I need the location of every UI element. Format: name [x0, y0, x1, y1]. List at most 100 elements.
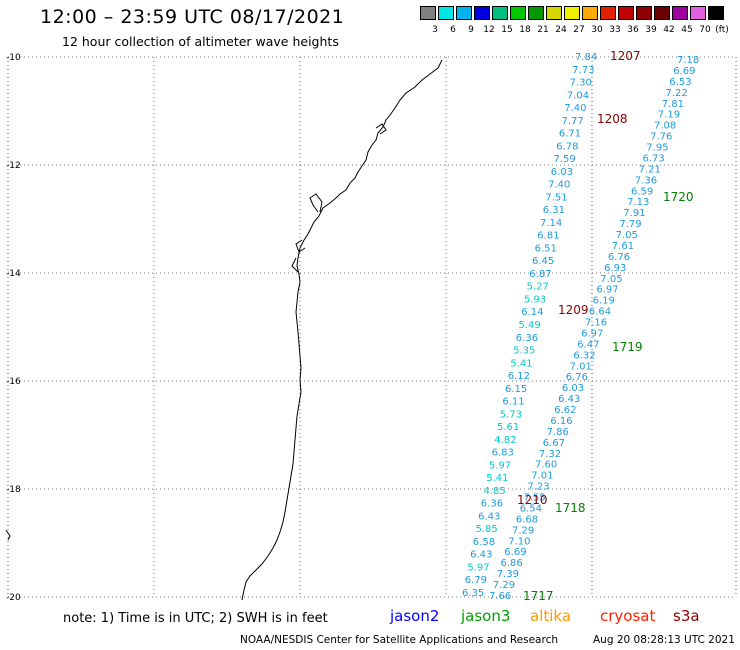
track-time-label: 1719	[612, 340, 643, 354]
wave-height-value: 7.01	[570, 361, 592, 372]
wave-height-value: 6.71	[559, 129, 581, 140]
wave-height-value: 6.93	[604, 263, 626, 274]
wave-height-value: 7.13	[627, 197, 649, 208]
wave-height-value: 7.79	[619, 219, 641, 230]
scale-swatch	[564, 6, 580, 20]
wave-height-value: 7.23	[527, 482, 549, 493]
wave-height-value: 7.73	[572, 65, 594, 76]
coastline	[241, 59, 443, 600]
wave-height-value: 5.35	[513, 346, 535, 357]
wave-height-value: 6.11	[502, 397, 524, 408]
lat-label: -16	[6, 377, 21, 387]
wave-height-value: 7.84	[575, 52, 597, 63]
wave-height-value: 5.97	[489, 460, 511, 471]
wave-height-value: 7.81	[662, 99, 684, 110]
scale-label: 6	[450, 25, 456, 35]
wave-height-value: 7.86	[547, 427, 569, 438]
legend-cryosat: cryosat	[600, 607, 656, 625]
scale-label: 39	[645, 25, 657, 35]
wave-height-value: 7.14	[540, 218, 562, 229]
scale-swatch	[510, 6, 526, 20]
wave-height-value: 7.91	[623, 208, 645, 219]
lat-label: -10	[6, 53, 21, 63]
scale-swatch	[654, 6, 670, 20]
wave-height-value: 5.41	[510, 358, 532, 369]
wave-height-value: 6.54	[520, 504, 542, 515]
wave-height-value: 6.67	[543, 438, 565, 449]
scale-swatch	[708, 6, 724, 20]
lat-label: -20	[6, 593, 21, 600]
wave-height-value: 7.51	[545, 192, 567, 203]
scale-label: 36	[627, 25, 639, 35]
wave-height-value: 7.01	[531, 471, 553, 482]
wave-height-value: 6.16	[550, 416, 572, 427]
scale-swatch	[528, 6, 544, 20]
scale-swatch	[672, 6, 688, 20]
wave-height-value: 6.43	[470, 550, 492, 561]
legend-s3a: s3a	[673, 607, 700, 625]
wave-height-value: 5.27	[527, 282, 549, 293]
altimeter-track-a: 7.84 7.73 7.307.04 7.40 7.77 6.716.78 7.59 6.03…	[462, 52, 597, 599]
wave-height-value: 7.95	[646, 143, 668, 154]
wave-height-value: 6.36	[481, 499, 503, 510]
wave-height-value: 6.31	[543, 205, 565, 216]
wave-height-value: 6.03	[551, 167, 573, 178]
wave-height-value: 6.51	[535, 243, 557, 254]
wave-height-value: 5.73	[500, 409, 522, 420]
scale-label: 24	[555, 25, 567, 35]
wave-height-value: 7.05	[616, 230, 638, 241]
wave-height-value: 6.19	[593, 296, 615, 307]
scale-label: 12	[483, 25, 495, 35]
wave-height-value: 7.29	[512, 525, 534, 536]
wave-height-value: 7.21	[639, 164, 661, 175]
wave-height-value: 7.18	[677, 55, 699, 66]
wave-height-value: 6.64	[589, 307, 611, 318]
coastline-west-fragment	[5, 529, 11, 541]
wave-height-value: 6.59	[631, 186, 653, 197]
wave-height-value: 6.47	[577, 339, 599, 350]
scale-label: 9	[468, 25, 474, 35]
track-time-label: 1210	[517, 493, 548, 507]
wave-height-value: 6.45	[532, 256, 554, 267]
wave-height-value: 6.58	[473, 537, 495, 548]
wave-height-value: 7.32	[539, 449, 561, 460]
wave-height-value: 6.53	[669, 77, 691, 88]
wave-height-value: 6.14	[521, 307, 543, 318]
wave-height-value: 7.29	[493, 580, 515, 591]
wave-height-value: 6.78	[556, 141, 578, 152]
wave-height-value: 6.76	[608, 252, 630, 263]
legend-altika: altika	[530, 607, 572, 625]
scale-swatch	[456, 6, 472, 20]
wave-height-value: 7.04	[567, 90, 589, 101]
wave-height-value: 5.61	[497, 422, 519, 433]
wave-height-value: 7.61	[612, 241, 634, 252]
lat-label: -14	[6, 269, 21, 279]
map-axis-labels: -10-12-14-16-18-20-45-42-39-36-33-30	[6, 53, 21, 600]
wave-height-value: 7.60	[535, 460, 557, 471]
wave-height-value: 6.35	[462, 588, 484, 599]
wave-height-value: 4.85	[484, 486, 506, 497]
wave-height-value: 6.12	[508, 371, 530, 382]
scale-swatch	[618, 6, 634, 20]
scale-swatch	[474, 6, 490, 20]
wave-height-value: 6.97	[581, 329, 603, 340]
wave-height-value: 6.32	[573, 350, 595, 361]
track-a-time-labels: 1207 1208 1209 1210	[517, 49, 641, 507]
wave-height-value: 7.66	[489, 591, 511, 600]
wave-height-value: 5.93	[524, 295, 546, 306]
generated-timestamp: Aug 20 08:28:13 UTC 2021	[593, 634, 735, 646]
wave-height-value: 6.62	[554, 405, 576, 416]
wave-height-value: 6.69	[673, 66, 695, 77]
coastline-bay	[291, 123, 387, 273]
wave-height-map: -10-12-14-16-18-20-45-42-39-36-33-30 7.8…	[5, 49, 737, 600]
wave-height-value: 6.81	[537, 231, 559, 242]
wave-height-value: 7.76	[650, 132, 672, 143]
wave-height-value: 6.87	[529, 269, 551, 280]
scale-label: 27	[573, 25, 585, 35]
map-grid	[7, 56, 737, 598]
wave-height-value: 6.97	[596, 285, 618, 296]
scale-swatch	[600, 6, 616, 20]
wave-height-value: 6.69	[504, 547, 526, 558]
wave-height-value: 6.73	[643, 153, 665, 164]
wave-height-value: 7.16	[585, 318, 607, 329]
